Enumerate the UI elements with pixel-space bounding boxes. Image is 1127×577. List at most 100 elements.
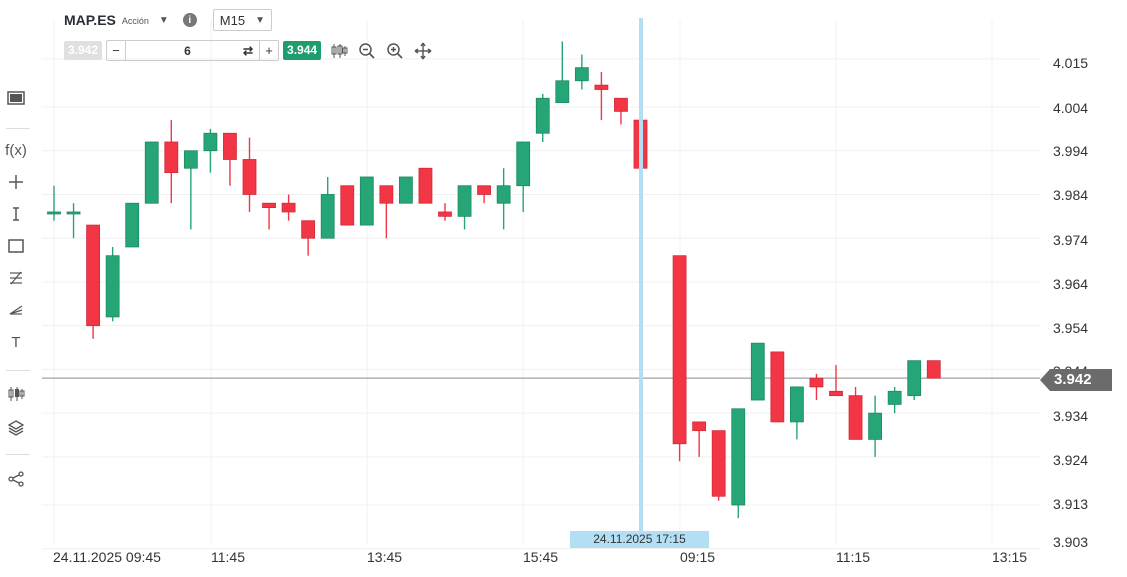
layers-icon[interactable]	[4, 416, 28, 440]
toolbar-divider	[6, 128, 30, 129]
trade-bar: 3.942 − 6 ⇄ + 3.944	[64, 40, 433, 61]
y-tick-label: 3.984	[1053, 187, 1089, 203]
candle-body	[379, 185, 394, 204]
x-tick-label: 15:45	[523, 549, 559, 565]
candle-body	[711, 430, 726, 497]
timeframe-value: M15	[219, 12, 246, 28]
candle-body	[223, 132, 237, 160]
y-tick-label: 4.015	[1053, 55, 1089, 71]
info-icon[interactable]: i	[182, 13, 197, 27]
candle-body	[594, 84, 609, 90]
candle-body	[125, 202, 140, 248]
candle-body	[614, 97, 628, 112]
candle-body	[750, 342, 765, 401]
candle-body	[47, 211, 61, 215]
crosshair-icon[interactable]	[4, 170, 28, 194]
increase-quantity-button[interactable]: +	[265, 43, 273, 58]
candle-body	[86, 224, 100, 327]
candle-body	[105, 255, 120, 318]
candle-body	[907, 360, 922, 397]
zoom-in-icon[interactable]	[385, 41, 405, 61]
y-tick-label: 3.974	[1053, 232, 1089, 248]
candle-body	[496, 185, 511, 204]
crosshair-time-label: 24.11.2025 17:15	[570, 531, 709, 548]
candle-body	[809, 377, 824, 388]
instrument-type: Acción	[121, 16, 149, 26]
y-tick-label: 3.903	[1053, 534, 1089, 550]
quantity-value: 6	[184, 43, 191, 58]
candle-body	[242, 159, 257, 195]
candle-body	[320, 194, 335, 239]
candle-body	[340, 185, 355, 226]
candle-body	[183, 150, 198, 169]
current-price-tag-shape	[1040, 369, 1112, 391]
candle-body	[203, 132, 218, 152]
rectangle-icon[interactable]	[4, 234, 28, 258]
y-tick-label: 3.964	[1053, 276, 1089, 292]
candle-body	[262, 202, 276, 208]
x-tick-label: 24.11.2025 09:45	[53, 549, 161, 565]
chevron-down-icon: ▼	[255, 14, 265, 26]
y-tick-label: 4.004	[1053, 100, 1089, 116]
candle-body	[790, 386, 804, 423]
x-tick-label: 13:15	[992, 549, 1028, 565]
candle-body	[555, 80, 570, 104]
candle-body	[418, 167, 433, 204]
candle-body	[672, 255, 687, 445]
candle-body	[66, 211, 81, 215]
candle-body	[692, 421, 707, 432]
x-tick-label: 13:45	[367, 549, 403, 565]
candle-body	[848, 395, 863, 440]
pitchfork-icon[interactable]	[4, 298, 28, 322]
symbol-name[interactable]: MAP.ES	[64, 12, 116, 28]
candle-body	[457, 185, 472, 217]
candle-body	[868, 412, 882, 440]
current-price-tag: 3.942	[1054, 371, 1092, 388]
toolbar-divider	[6, 454, 30, 455]
x-tick-label: 11:15	[836, 549, 870, 565]
y-tick-label: 3.934	[1053, 408, 1089, 424]
candles-icon[interactable]	[329, 41, 349, 61]
swap-icon[interactable]: ⇄	[242, 43, 254, 58]
quantity-input[interactable]: 6 ⇄	[125, 41, 261, 60]
candle-body	[477, 185, 492, 195]
candle-body	[535, 97, 550, 134]
symbol-dropdown-icon[interactable]: ▼	[158, 14, 169, 26]
x-tick-label: 09:15	[680, 549, 716, 565]
candle-body	[574, 67, 589, 82]
candle-body	[359, 176, 374, 226]
chart-window-icon[interactable]	[4, 86, 28, 110]
zoom-out-icon[interactable]	[357, 41, 377, 61]
line-tool-icon[interactable]	[4, 202, 28, 226]
toolbar-divider	[6, 370, 30, 371]
fibonacci-icon[interactable]	[4, 266, 28, 290]
quantity-stepper: − 6 ⇄ +	[106, 40, 280, 61]
y-tick-label: 3.954	[1053, 320, 1089, 336]
decrease-quantity-button[interactable]: −	[112, 43, 120, 58]
candle-body	[770, 351, 785, 423]
symbol-header: MAP.ES Acción ▼ i M15 ▼	[64, 8, 272, 32]
candle-body	[438, 211, 452, 217]
y-tick-label: 3.913	[1053, 496, 1089, 512]
indicators-icon[interactable]: f(x)	[5, 141, 27, 159]
candle-body	[829, 390, 843, 397]
candle-body	[164, 141, 179, 174]
timeframe-select[interactable]: M15 ▼	[212, 9, 272, 31]
candle-body	[398, 176, 413, 204]
candle-body	[887, 390, 902, 405]
x-tick-label: 11:45	[211, 549, 245, 565]
y-tick-label: 3.924	[1053, 452, 1089, 468]
sell-price-button[interactable]: 3.942	[64, 41, 103, 60]
move-icon[interactable]	[413, 41, 433, 61]
candle-body	[516, 141, 531, 187]
candle-body	[731, 408, 746, 506]
share-icon[interactable]	[4, 467, 28, 491]
buy-price-button[interactable]: 3.944	[283, 41, 322, 60]
candle-body	[281, 202, 296, 213]
candle-body	[301, 220, 316, 239]
candle-body	[926, 360, 941, 379]
text-icon[interactable]: T	[11, 333, 21, 351]
y-tick-label: 3.994	[1053, 143, 1089, 159]
chart-type-icon[interactable]	[4, 382, 28, 406]
